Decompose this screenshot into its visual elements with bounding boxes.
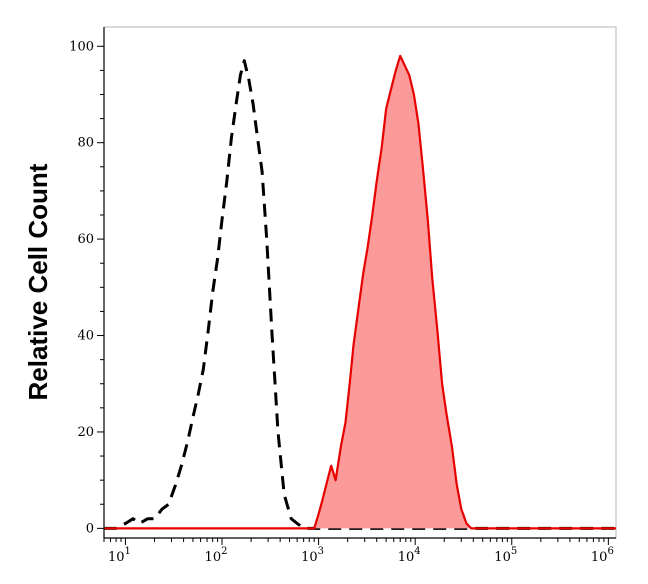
x-tick-exponent: 1 xyxy=(125,546,131,557)
y-tick-label: 0 xyxy=(86,521,94,536)
x-tick-exponent: 5 xyxy=(511,546,517,557)
series-layer xyxy=(104,54,616,530)
x-tick-exponent: 6 xyxy=(607,546,613,557)
y-axis: 0 20 40 60 80 100 xyxy=(69,27,105,538)
y-tick-label: 100 xyxy=(69,39,94,54)
x-tick-label: 101 xyxy=(108,546,131,565)
x-tick-base: 10 xyxy=(591,550,608,565)
y-tick-label: 20 xyxy=(77,425,94,440)
y-tick-label: 40 xyxy=(77,329,94,344)
x-tick-exponent: 3 xyxy=(318,546,324,557)
x-tick-base: 10 xyxy=(398,550,415,565)
x-tick-base: 10 xyxy=(494,550,511,565)
y-tick-label: 60 xyxy=(77,232,94,247)
x-tick-label: 103 xyxy=(301,546,324,565)
x-tick-label: 104 xyxy=(398,546,421,565)
x-tick-base: 10 xyxy=(205,550,222,565)
x-tick-base: 10 xyxy=(301,550,318,565)
x-tick-exponent: 2 xyxy=(221,546,227,557)
y-axis-label: Relative Cell Count xyxy=(23,163,53,400)
x-axis: 101 102 103 104 105 106 xyxy=(103,537,616,565)
x-tick-label: 106 xyxy=(591,546,614,565)
x-tick-exponent: 4 xyxy=(414,546,420,557)
x-tick-label: 102 xyxy=(205,546,228,565)
x-tick-base: 10 xyxy=(108,550,125,565)
series-0-line xyxy=(104,59,616,530)
series-1-area xyxy=(104,55,616,529)
series-1-line xyxy=(104,54,616,530)
y-tick-label: 80 xyxy=(77,136,94,151)
x-tick-label: 105 xyxy=(494,546,517,565)
